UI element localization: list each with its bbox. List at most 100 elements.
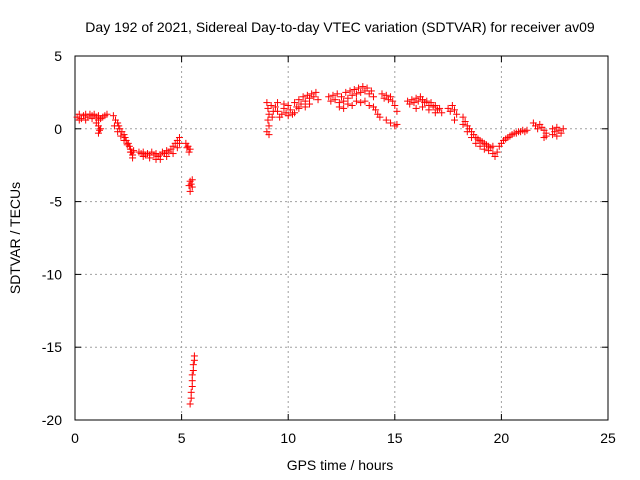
- y-tick-label: -20: [42, 412, 62, 428]
- data-point: [346, 87, 354, 95]
- data-point: [325, 93, 333, 101]
- data-point: [175, 139, 183, 147]
- data-point: [114, 119, 122, 127]
- data-point: [82, 116, 90, 124]
- x-axis-label: GPS time / hours: [287, 457, 394, 473]
- data-point: [274, 99, 282, 107]
- data-point: [365, 102, 373, 110]
- data-point: [188, 371, 196, 379]
- plot-area-border: [74, 55, 609, 421]
- data-point: [312, 88, 320, 96]
- data-point: [265, 131, 273, 139]
- data-point: [284, 102, 292, 110]
- y-tick-label: -5: [50, 194, 63, 210]
- data-point: [557, 129, 565, 137]
- data-point: [96, 126, 104, 134]
- data-point: [103, 110, 111, 118]
- data-point: [117, 132, 125, 140]
- data-point: [378, 90, 386, 98]
- data-point: [188, 176, 196, 184]
- data-point: [406, 100, 414, 108]
- data-point: [123, 141, 131, 149]
- data-point: [450, 106, 458, 114]
- data-point: [338, 93, 345, 101]
- data-point: [129, 154, 137, 162]
- data-point: [423, 97, 431, 105]
- data-point: [306, 100, 314, 108]
- data-point: [382, 91, 390, 99]
- data-point: [130, 147, 138, 155]
- data-point: [553, 132, 561, 140]
- data-point: [187, 388, 195, 396]
- data-point: [389, 97, 397, 105]
- data-point: [355, 84, 363, 92]
- data-point: [190, 352, 198, 360]
- data-point: [361, 97, 369, 105]
- x-tick-label: 10: [280, 430, 296, 446]
- data-point: [340, 104, 348, 112]
- y-tick-label: -10: [42, 266, 62, 282]
- data-point: [436, 104, 444, 112]
- data-point: [489, 142, 497, 150]
- data-point: [491, 152, 499, 160]
- data-point: [280, 100, 288, 108]
- x-tick-label: 15: [387, 430, 403, 446]
- data-point: [425, 106, 433, 114]
- data-point: [367, 87, 375, 95]
- data-point: [357, 99, 365, 107]
- data-point: [156, 155, 164, 163]
- data-point: [329, 91, 337, 99]
- data-point: [121, 134, 129, 142]
- data-point: [163, 152, 171, 160]
- y-tick-label: 0: [54, 121, 62, 137]
- data-point: [372, 106, 380, 114]
- y-tick-label: 5: [54, 48, 62, 64]
- data-point: [126, 148, 134, 156]
- data-point: [333, 90, 341, 98]
- data-point: [264, 116, 272, 124]
- data-point: [265, 110, 273, 118]
- data-point: [265, 122, 273, 130]
- x-tick-label: 25: [600, 430, 616, 446]
- data-point: [542, 132, 550, 140]
- data-point: [267, 102, 275, 110]
- data-point: [463, 128, 471, 136]
- axis-ticks: [74, 55, 609, 421]
- data-point: [186, 187, 194, 195]
- data-point: [120, 136, 128, 144]
- x-tick-label: 0: [71, 430, 79, 446]
- data-point: [331, 96, 339, 104]
- data-points: [73, 83, 567, 408]
- data-point: [363, 84, 371, 92]
- data-point: [310, 93, 318, 101]
- tick-labels: 0 5 10 15 20 25 5 0 -5 -10 -15 -20: [42, 48, 616, 446]
- data-point: [335, 103, 343, 111]
- data-point: [410, 99, 418, 107]
- data-point: [523, 126, 531, 134]
- data-point: [186, 145, 194, 153]
- data-point: [472, 139, 480, 147]
- chart-title: Day 192 of 2021, Sidereal Day-to-day VTE…: [85, 19, 595, 35]
- data-point: [169, 150, 177, 158]
- y-axis-label: SDTVAR / TECUs: [7, 182, 23, 294]
- data-point: [359, 83, 367, 91]
- data-point: [393, 120, 401, 128]
- data-point: [109, 112, 117, 120]
- grid-lines: [75, 56, 608, 420]
- data-point: [92, 119, 100, 127]
- data-point: [419, 103, 427, 111]
- data-point: [549, 131, 557, 139]
- data-point: [271, 103, 279, 111]
- data-point: [295, 96, 303, 104]
- data-point: [431, 109, 439, 117]
- data-point: [352, 97, 360, 105]
- data-point: [274, 107, 282, 115]
- data-point: [263, 99, 271, 107]
- x-tick-label: 20: [494, 430, 510, 446]
- data-point: [185, 182, 193, 190]
- data-point: [448, 102, 456, 110]
- data-point: [493, 148, 501, 156]
- data-point: [268, 113, 276, 121]
- data-point: [183, 144, 191, 152]
- data-point: [139, 152, 147, 160]
